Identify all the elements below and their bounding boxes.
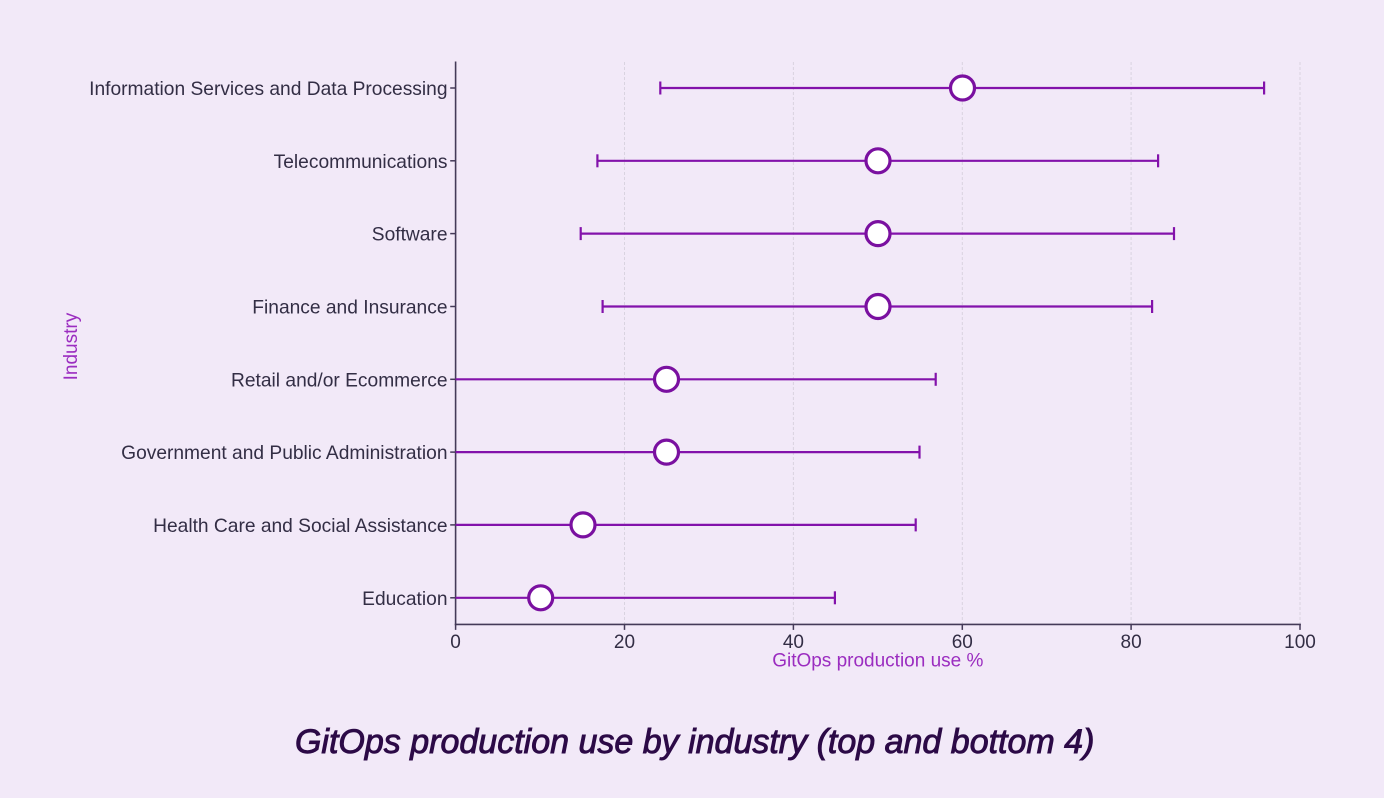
svg-text:Industry: Industry: [61, 312, 82, 380]
svg-text:Telecommunications: Telecommunications: [274, 152, 448, 173]
svg-text:20: 20: [614, 632, 635, 653]
svg-text:Education: Education: [362, 589, 447, 610]
svg-text:80: 80: [1121, 632, 1142, 653]
svg-text:GitOps production use %: GitOps production use %: [772, 651, 983, 672]
svg-text:Information Services and Data: Information Services and Data Processing: [89, 79, 447, 100]
svg-text:Government and Public Administ: Government and Public Administration: [121, 443, 447, 464]
svg-text:Health Care and Social Assista: Health Care and Social Assistance: [153, 516, 447, 537]
svg-text:100: 100: [1284, 632, 1316, 653]
svg-text:60: 60: [952, 632, 973, 653]
svg-text:Retail and/or Ecommerce: Retail and/or Ecommerce: [231, 370, 447, 391]
svg-text:Software: Software: [372, 225, 448, 246]
svg-text:40: 40: [783, 632, 804, 653]
svg-text:0: 0: [450, 632, 461, 653]
svg-text:GitOps production use by indus: GitOps production use by industry (top a…: [295, 723, 1094, 761]
svg-text:Finance and Insurance: Finance and Insurance: [252, 298, 447, 319]
